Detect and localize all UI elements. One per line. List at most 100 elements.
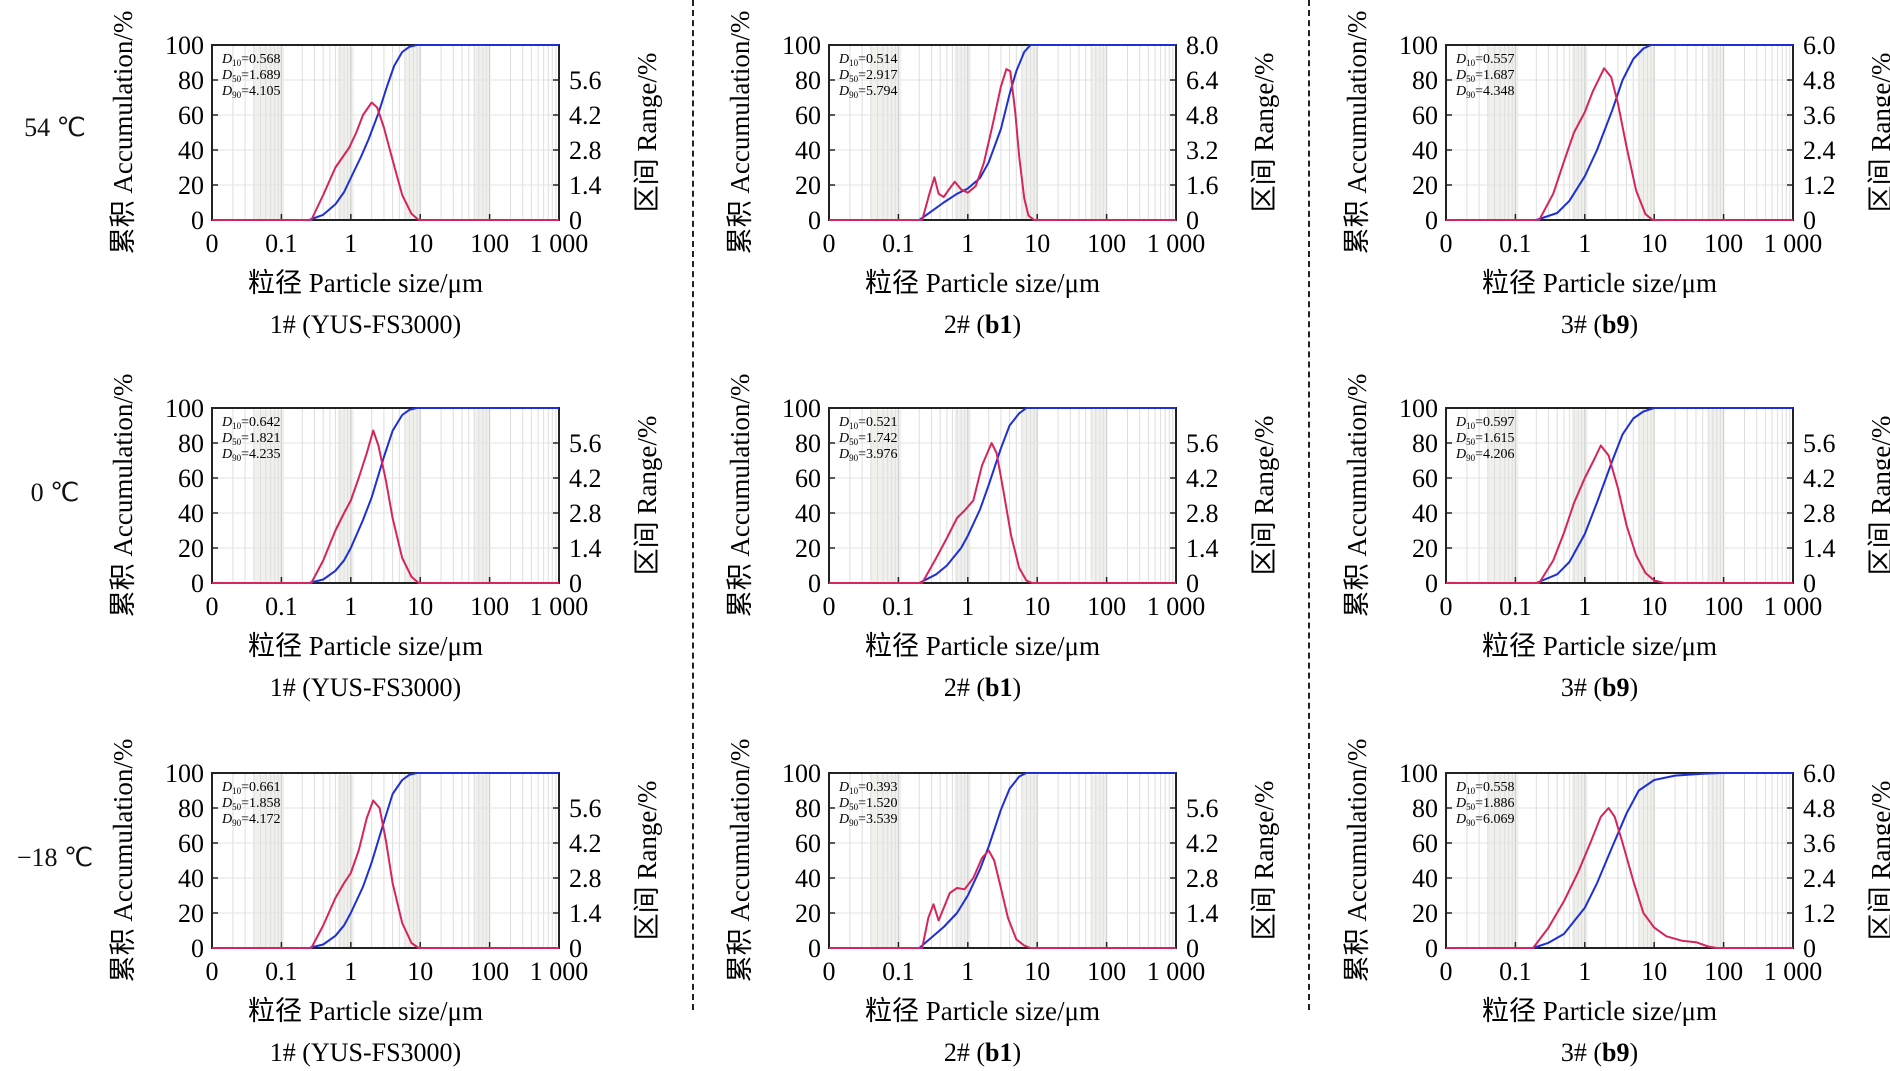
left-y-tick-label: 40 xyxy=(795,864,821,893)
plot-frame xyxy=(1445,44,1794,221)
left-y-tick-label: 40 xyxy=(178,136,204,165)
left-y-tick-label: 40 xyxy=(178,499,204,528)
plot-frame xyxy=(828,772,1177,949)
grid-band xyxy=(870,775,902,948)
right-axis-title: 区间 Range/% xyxy=(1249,781,1279,941)
right-y-tick-label: 0 xyxy=(1803,569,1816,598)
chart-panel-6: 0 0.1 1 10 100 1 00002040608010001.42.84.25.6… xyxy=(1342,374,1890,702)
x-tick-label: 0 xyxy=(1440,229,1453,258)
grid-band xyxy=(474,775,490,948)
left-axis-title: 累积 Accumulation/% xyxy=(725,11,755,255)
x-tick-label: 0 xyxy=(1440,592,1453,621)
d90-annotation: D90=5.794 xyxy=(838,84,898,100)
x-tick-label: 0 xyxy=(206,229,219,258)
x-tick-label: 100 xyxy=(1087,957,1126,986)
grid-band xyxy=(1638,410,1655,583)
grid-band xyxy=(954,47,971,220)
x-tick-label: 10 xyxy=(1024,229,1050,258)
left-y-tick-label: 60 xyxy=(178,464,204,493)
left-y-tick-label: 0 xyxy=(191,569,204,598)
right-y-tick-label: 2.8 xyxy=(569,864,602,893)
left-y-tick-label: 20 xyxy=(795,899,821,928)
right-y-tick-label: 5.6 xyxy=(1186,429,1219,458)
x-tick-label: 0 xyxy=(206,957,219,986)
grid-band xyxy=(337,47,354,220)
right-axis-title: 区间 Range/% xyxy=(632,416,662,576)
x-tick-label: 1 xyxy=(344,229,357,258)
x-tick-label: 100 xyxy=(470,592,509,621)
left-y-tick-label: 60 xyxy=(178,101,204,130)
left-y-tick-label: 60 xyxy=(795,464,821,493)
d90-annotation: D90=3.539 xyxy=(838,812,898,828)
grid-band xyxy=(1708,410,1724,583)
d10-annotation: D10=0.514 xyxy=(838,52,898,68)
left-axis-title: 累积 Accumulation/% xyxy=(1342,11,1372,255)
right-y-tick-label: 1.2 xyxy=(1803,171,1836,200)
right-y-tick-label: 4.2 xyxy=(1803,464,1836,493)
x-tick-label: 1 xyxy=(344,592,357,621)
right-y-tick-label: 4.8 xyxy=(1803,794,1836,823)
x-tick-label: 1 000 xyxy=(1147,229,1206,258)
left-axis-title: 累积 Accumulation/% xyxy=(108,11,138,255)
left-y-tick-label: 0 xyxy=(808,934,821,963)
right-y-tick-label: 3.6 xyxy=(1803,101,1836,130)
right-y-tick-label: 4.2 xyxy=(569,829,602,858)
x-tick-label: 10 xyxy=(1641,957,1667,986)
grid-band xyxy=(1091,410,1107,583)
right-y-tick-label: 1.4 xyxy=(1803,534,1836,563)
right-y-tick-label: 5.6 xyxy=(569,794,602,823)
x-tick-label: 0 xyxy=(1440,957,1453,986)
x-axis-title: 粒径 Particle size/μm xyxy=(1482,631,1717,661)
x-tick-label: 0 xyxy=(823,592,836,621)
grid-band xyxy=(1021,775,1038,948)
grid-band xyxy=(1487,47,1519,220)
x-axis-title: 粒径 Particle size/μm xyxy=(1482,996,1717,1026)
x-tick-label: 10 xyxy=(1024,957,1050,986)
grid-band xyxy=(1708,775,1724,948)
left-y-tick-label: 80 xyxy=(1412,66,1438,95)
d90-annotation: D90=4.348 xyxy=(1455,84,1515,100)
right-y-tick-label: 0 xyxy=(569,569,582,598)
left-y-tick-label: 60 xyxy=(178,829,204,858)
plot-frame xyxy=(211,772,560,949)
right-axis-title: 区间 Range/% xyxy=(1866,53,1890,213)
left-y-tick-label: 20 xyxy=(795,534,821,563)
right-y-tick-label: 5.6 xyxy=(569,429,602,458)
left-y-tick-label: 80 xyxy=(178,429,204,458)
x-tick-label: 100 xyxy=(470,229,509,258)
left-y-tick-label: 20 xyxy=(1412,534,1438,563)
d50-annotation: D50=1.689 xyxy=(221,68,281,84)
x-tick-label: 10 xyxy=(1641,592,1667,621)
grid-band xyxy=(1708,47,1724,220)
left-y-tick-label: 80 xyxy=(1412,429,1438,458)
grid-band xyxy=(1091,47,1107,220)
d50-annotation: D50=1.821 xyxy=(221,431,281,447)
column-divider-1 xyxy=(692,0,694,1010)
left-y-tick-label: 60 xyxy=(795,829,821,858)
plot-frame xyxy=(828,44,1177,221)
d90-annotation: D90=4.105 xyxy=(221,84,281,100)
right-y-tick-label: 0 xyxy=(569,206,582,235)
right-axis-title: 区间 Range/% xyxy=(1866,781,1890,941)
panel-caption: 1# (YUS-FS3000) xyxy=(270,673,461,702)
x-tick-label: 1 xyxy=(961,229,974,258)
range-curve xyxy=(829,68,1176,221)
right-y-tick-label: 3.6 xyxy=(1803,829,1836,858)
x-axis-title: 粒径 Particle size/μm xyxy=(248,268,483,298)
d10-annotation: D10=0.393 xyxy=(838,780,898,796)
accumulation-curve xyxy=(212,772,559,949)
grid-band xyxy=(337,775,354,948)
left-y-tick-label: 0 xyxy=(808,569,821,598)
x-tick-label: 1 xyxy=(1578,592,1591,621)
left-y-tick-label: 20 xyxy=(178,171,204,200)
x-tick-label: 0.1 xyxy=(265,592,298,621)
left-y-tick-label: 100 xyxy=(782,31,821,60)
left-y-tick-label: 80 xyxy=(178,794,204,823)
d50-annotation: D50=2.917 xyxy=(838,68,898,84)
right-y-tick-label: 0 xyxy=(1186,569,1199,598)
right-y-tick-label: 0 xyxy=(1803,934,1816,963)
left-axis-title: 累积 Accumulation/% xyxy=(108,739,138,983)
left-y-tick-label: 0 xyxy=(191,206,204,235)
right-y-tick-label: 4.2 xyxy=(1186,829,1219,858)
left-y-tick-label: 80 xyxy=(178,66,204,95)
